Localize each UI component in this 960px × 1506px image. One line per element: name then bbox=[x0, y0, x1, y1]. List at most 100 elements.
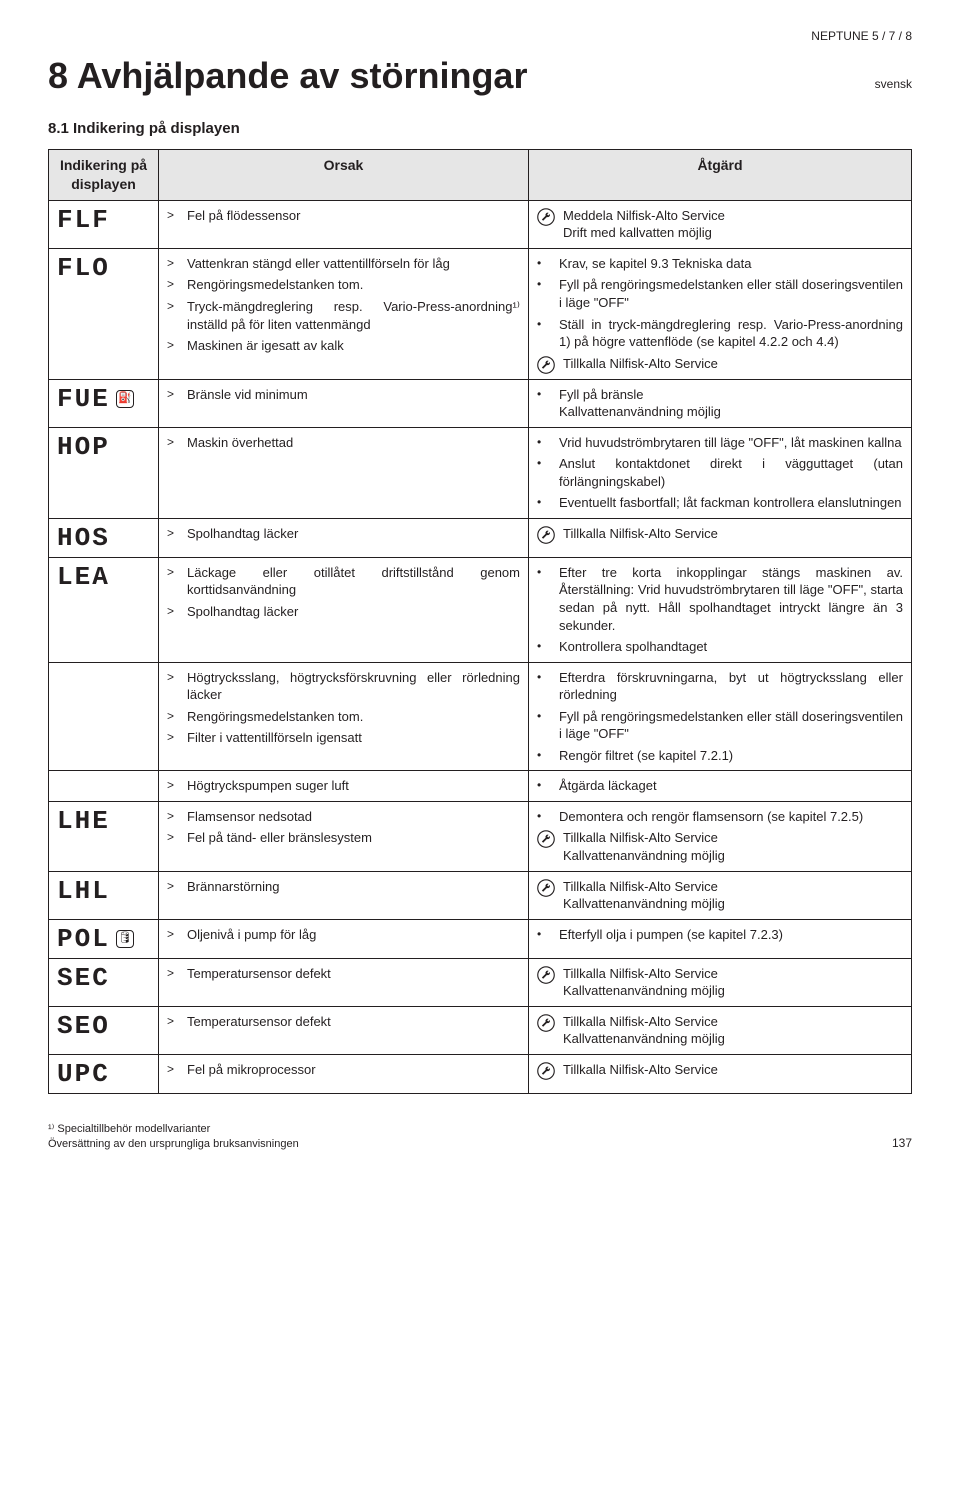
code-cell: FLO bbox=[49, 248, 159, 379]
action-cell: Tillkalla Nilfisk-Alto Service bbox=[529, 518, 912, 557]
table-row: FLF >Fel på flödessensor Meddela Nilfisk-A… bbox=[49, 200, 912, 248]
cause-text: Spolhandtag läcker bbox=[187, 525, 520, 543]
action-text: Tillkalla Nilfisk-Alto ServiceKallvatten… bbox=[563, 829, 903, 864]
page-title: 8 Avhjälpande av störningar bbox=[48, 52, 527, 101]
cause-text: Högtryckspumpen suger luft bbox=[187, 777, 520, 795]
cause-marker: > bbox=[167, 564, 179, 580]
action-text: Åtgärda läckaget bbox=[559, 777, 903, 795]
action-marker: • bbox=[537, 638, 551, 654]
display-code: FLF bbox=[57, 207, 110, 233]
table-row: SEO>Temperatursensor defektTillkalla Nil… bbox=[49, 1006, 912, 1054]
cause-text: Brännarstörning bbox=[187, 878, 520, 896]
cause-marker: > bbox=[167, 1013, 179, 1029]
cause-cell: >Högtryckspumpen suger luft bbox=[159, 771, 529, 802]
wrench-icon bbox=[537, 879, 555, 897]
action-cell: Tillkalla Nilfisk-Alto ServiceKallvatten… bbox=[529, 1006, 912, 1054]
code-cell bbox=[49, 771, 159, 802]
col-header-cause: Orsak bbox=[159, 150, 529, 201]
action-text: Efterdra förskruvningarna, byt ut högtry… bbox=[559, 669, 903, 704]
footnote: ¹⁾ Specialtillbehör modellvarianterÖvers… bbox=[48, 1122, 299, 1152]
cause-text: Högtrycksslang, högtrycksförskruvning el… bbox=[187, 669, 520, 704]
cause-cell: > Fel på mikroprocessor bbox=[159, 1054, 529, 1093]
cause-text: Flamsensor nedsotad bbox=[187, 808, 520, 826]
cause-cell: > Temperatursensor defekt bbox=[159, 1006, 529, 1054]
table-row: HOS > Spolhandtag läcker Tillkalla Nilfisk-… bbox=[49, 518, 912, 557]
wrench-icon bbox=[537, 526, 555, 544]
action-cell: •Efterdra förskruvningarna, byt ut högtr… bbox=[529, 662, 912, 771]
cause-marker: > bbox=[167, 808, 179, 824]
cause-text: Maskin överhettad bbox=[187, 434, 520, 452]
col-header-code: Indikering på displayen bbox=[49, 150, 159, 201]
action-text: Meddela Nilfisk-Alto ServiceDrift med ka… bbox=[563, 207, 903, 242]
cause-marker: > bbox=[167, 729, 179, 745]
cause-marker: > bbox=[167, 337, 179, 353]
cause-marker: > bbox=[167, 298, 179, 314]
cause-text: Fel på tänd- eller bränslesystem bbox=[187, 829, 520, 847]
action-cell: •Efterfyll olja i pumpen (se kapitel 7.2… bbox=[529, 919, 912, 958]
display-code: LHL bbox=[57, 878, 110, 904]
action-text: Fyll på bränsleKallvattenanvändning möjl… bbox=[559, 386, 903, 421]
display-code: SEC bbox=[57, 965, 110, 991]
wrench-icon bbox=[537, 208, 555, 226]
code-cell: SEC bbox=[49, 958, 159, 1006]
cause-cell: >Fel på flödessensor bbox=[159, 200, 529, 248]
cause-marker: > bbox=[167, 669, 179, 685]
cause-text: Temperatursensor defekt bbox=[187, 1013, 520, 1031]
cause-text: Oljenivå i pump för låg bbox=[187, 926, 520, 944]
cause-marker: > bbox=[167, 276, 179, 292]
display-code: FLO bbox=[57, 255, 110, 281]
table-row: LEA > Läckage eller otillåtet driftstillst… bbox=[49, 557, 912, 662]
page-number: 137 bbox=[892, 1135, 912, 1151]
code-cell: POL🛢 bbox=[49, 919, 159, 958]
action-text: Demontera och rengör flamsensorn (se kap… bbox=[559, 808, 903, 826]
table-row: FLO>Vattenkran stängd eller vattentillfö… bbox=[49, 248, 912, 379]
action-cell: Tillkalla Nilfisk-Alto Service bbox=[529, 1054, 912, 1093]
table-row: > Högtrycksslang, högtrycksförskruvning e… bbox=[49, 662, 912, 771]
cause-marker: > bbox=[167, 386, 179, 402]
action-cell: •Krav, se kapitel 9.3 Tekniska data•Fyll… bbox=[529, 248, 912, 379]
cause-marker: > bbox=[167, 255, 179, 271]
cause-cell: >Flamsensor nedsotad>Fel på tänd- eller … bbox=[159, 801, 529, 871]
action-marker: • bbox=[537, 455, 551, 471]
code-cell: UPC bbox=[49, 1054, 159, 1093]
table-row: >Högtryckspumpen suger luft•Åtgärda läck… bbox=[49, 771, 912, 802]
cause-text: Rengöringsmedelstanken tom. bbox=[187, 708, 520, 726]
action-cell: •Åtgärda läckaget bbox=[529, 771, 912, 802]
table-row: POL🛢>Oljenivå i pump för låg•Efterfyll o… bbox=[49, 919, 912, 958]
table-row: LHE>Flamsensor nedsotad>Fel på tänd- ell… bbox=[49, 801, 912, 871]
cause-cell: > Högtrycksslang, högtrycksförskruvning e… bbox=[159, 662, 529, 771]
cause-marker: > bbox=[167, 525, 179, 541]
cause-text: Filter i vattentillförseln igensatt bbox=[187, 729, 520, 747]
code-cell: LHE bbox=[49, 801, 159, 871]
model-label: NEPTUNE 5 / 7 / 8 bbox=[48, 28, 912, 44]
wrench-icon bbox=[537, 356, 555, 374]
action-text: Efterfyll olja i pumpen (se kapitel 7.2.… bbox=[559, 926, 903, 944]
action-text: Ställ in tryck-mängdreglering resp. Vari… bbox=[559, 316, 903, 351]
table-row: HOP>Maskin överhettad•Vrid huvudströmbry… bbox=[49, 427, 912, 518]
language-label: svensk bbox=[875, 76, 912, 92]
display-code: LEA bbox=[57, 564, 110, 590]
code-cell: HOS bbox=[49, 518, 159, 557]
cause-text: Fel på mikroprocessor bbox=[187, 1061, 520, 1079]
action-marker: • bbox=[537, 494, 551, 510]
cause-text: Temperatursensor defekt bbox=[187, 965, 520, 983]
cause-text: Spolhandtag läcker bbox=[187, 603, 520, 621]
wrench-icon bbox=[537, 830, 555, 848]
cause-text: Bränsle vid minimum bbox=[187, 386, 520, 404]
action-marker: • bbox=[537, 255, 551, 271]
cause-marker: > bbox=[167, 708, 179, 724]
action-marker: • bbox=[537, 434, 551, 450]
action-text: Vrid huvudströmbrytaren till läge "OFF",… bbox=[559, 434, 903, 452]
fuel-icon: ⛽ bbox=[116, 390, 134, 408]
display-code: POL bbox=[57, 926, 110, 952]
cause-cell: > Bränsle vid minimum bbox=[159, 379, 529, 427]
cause-marker: > bbox=[167, 1061, 179, 1077]
cause-text: Läckage eller otillåtet driftstillstånd … bbox=[187, 564, 520, 599]
code-cell bbox=[49, 662, 159, 771]
action-text: Efter tre korta inkopplingar stängs mask… bbox=[559, 564, 903, 634]
action-text: Tillkalla Nilfisk-Alto Service bbox=[563, 1061, 903, 1079]
cause-marker: > bbox=[167, 878, 179, 894]
wrench-icon bbox=[537, 1014, 555, 1032]
action-cell: Tillkalla Nilfisk-Alto ServiceKallvatten… bbox=[529, 871, 912, 919]
cause-cell: > Spolhandtag läcker bbox=[159, 518, 529, 557]
